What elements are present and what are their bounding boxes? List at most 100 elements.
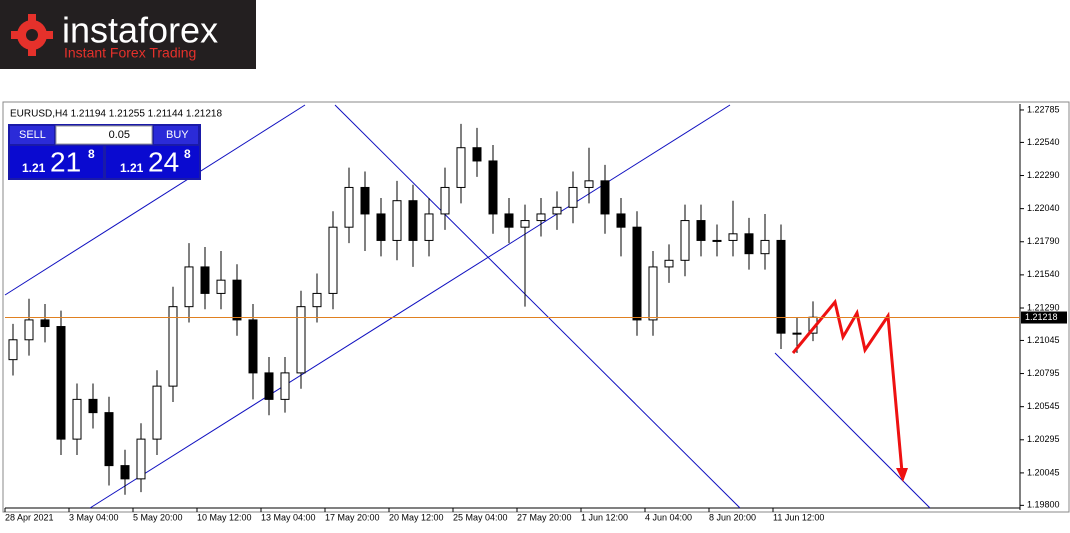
logo-tagline: Instant Forex Trading [64, 45, 196, 61]
candle-body [488, 160, 498, 215]
x-tick-label: 27 May 20:00 [517, 512, 572, 522]
candle-body [312, 292, 322, 308]
candle-body [712, 239, 722, 242]
channel-lines [4, 104, 931, 509]
candle-body [120, 465, 130, 480]
candle-body [40, 319, 50, 328]
candle-body [184, 266, 194, 308]
x-tick-label: 17 May 20:00 [325, 512, 380, 522]
ask-small: 8 [184, 147, 191, 161]
candle-body [344, 186, 354, 228]
buy-label[interactable]: BUY [166, 129, 189, 141]
candle-body [728, 233, 738, 241]
y-tick-label: 1.20545 [1027, 401, 1060, 411]
buy-button[interactable] [154, 126, 198, 144]
bid-prefix: 1.21 [22, 161, 46, 175]
y-tick-label: 1.21540 [1027, 269, 1060, 279]
candle-body [88, 398, 98, 414]
candle-body [792, 332, 802, 335]
candle-body [696, 220, 706, 241]
current-price-box [1021, 311, 1067, 324]
bid-small: 8 [88, 147, 95, 161]
candle-body [440, 186, 450, 215]
candle-body [104, 412, 114, 467]
x-tick-label: 8 Jun 20:00 [709, 512, 756, 522]
ask-big: 24 [148, 146, 179, 177]
candle-body [72, 398, 82, 440]
candle-body [360, 186, 370, 215]
bid-big: 21 [50, 146, 81, 177]
bid-box[interactable] [10, 146, 103, 178]
x-tick-label: 1 Jun 12:00 [581, 512, 628, 522]
candle-body [216, 279, 226, 294]
x-tick-label: 13 May 04:00 [261, 512, 316, 522]
candle-body [136, 438, 146, 480]
candle-body [280, 372, 290, 400]
chart-title: EURUSD,H4 1.21194 1.21255 1.21144 1.2121… [10, 109, 222, 120]
y-tick-label: 1.22290 [1027, 170, 1060, 180]
candle-body [552, 206, 562, 215]
x-tick-label: 20 May 12:00 [389, 512, 444, 522]
candle-body [568, 186, 578, 208]
x-tick-label: 25 May 04:00 [453, 512, 508, 522]
candle-body [648, 266, 658, 321]
candle-body [744, 233, 754, 255]
candle-body [408, 200, 418, 241]
trade-panel: SELL 0.05 BUY 1.21 21 8 1.21 24 8 [8, 124, 201, 180]
ask-prefix: 1.21 [120, 161, 144, 175]
y-tick-label: 1.20045 [1027, 467, 1060, 477]
candle-body [152, 385, 162, 440]
candle-body [200, 266, 210, 294]
forecast-arrow [791, 298, 908, 482]
candle-body [616, 213, 626, 228]
logo-name: instaforex [62, 10, 218, 51]
y-tick-label: 1.21790 [1027, 236, 1060, 246]
y-tick-label: 1.22040 [1027, 203, 1060, 213]
logo-icon [11, 14, 53, 56]
y-tick-label: 1.21045 [1027, 335, 1060, 345]
ask-box[interactable] [106, 146, 199, 178]
candle-body [680, 220, 690, 261]
candle-body [232, 279, 242, 321]
candle-body [520, 220, 530, 228]
candle-body [456, 147, 466, 188]
sell-label[interactable]: SELL [19, 129, 46, 141]
x-tick-label: 4 Jun 04:00 [645, 512, 692, 522]
y-tick-label: 1.22785 [1027, 104, 1060, 114]
candle-body [248, 319, 258, 374]
x-tick-label: 11 Jun 12:00 [773, 512, 824, 522]
candle-body [328, 226, 338, 294]
candle-body [264, 372, 274, 400]
candle-body [776, 239, 786, 334]
candle-body [536, 213, 546, 222]
y-tick-label: 1.20795 [1027, 368, 1060, 378]
y-tick-label: 1.20295 [1027, 434, 1060, 444]
x-tick-label: 3 May 04:00 [69, 512, 119, 522]
candle-body [504, 213, 514, 228]
candle-body [392, 200, 402, 241]
candle-body [472, 147, 482, 162]
candle-body [296, 306, 306, 374]
candle-body [376, 213, 386, 241]
y-tick-label: 1.19800 [1027, 500, 1060, 510]
lot-value[interactable]: 0.05 [109, 129, 130, 141]
x-tick-label: 28 Apr 2021 [5, 512, 54, 522]
candle-body [600, 180, 610, 215]
candle-body [584, 180, 594, 188]
x-tick-label: 5 May 20:00 [133, 512, 183, 522]
candle-body [8, 339, 18, 361]
candle-body [424, 213, 434, 241]
candle-body [24, 319, 34, 341]
x-tick-label: 10 May 12:00 [197, 512, 252, 522]
current-price-label: 1.21218 [1025, 312, 1058, 322]
candle-body [664, 259, 674, 268]
lot-input[interactable] [55, 125, 153, 145]
candle-body [632, 226, 642, 321]
candle-body [168, 306, 178, 387]
sell-button[interactable] [10, 126, 54, 144]
y-tick-label: 1.22540 [1027, 137, 1060, 147]
y-tick-label: 1.21290 [1027, 302, 1060, 312]
candle-body [760, 239, 770, 255]
candle-body [56, 326, 66, 440]
